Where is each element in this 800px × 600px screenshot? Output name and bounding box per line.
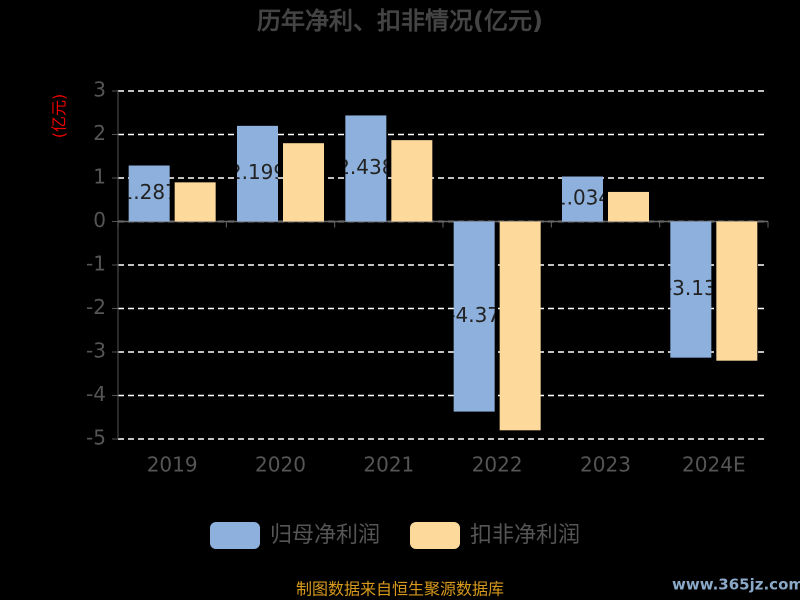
bar xyxy=(562,176,603,222)
data-label: 1.287 xyxy=(121,180,178,204)
bar xyxy=(128,165,170,222)
bar xyxy=(670,221,712,358)
legend-swatch xyxy=(410,522,460,549)
source-note: 制图数据来自恒生聚源数据库 xyxy=(296,580,504,599)
data-label: 1.034 xyxy=(554,186,611,210)
y-tick-label: -2 xyxy=(86,295,106,319)
bar xyxy=(453,221,495,412)
x-tick-label: 2021 xyxy=(363,453,414,477)
y-tick-label: 2 xyxy=(93,121,106,145)
y-tick-label: 3 xyxy=(93,78,106,102)
bar xyxy=(283,143,324,222)
y-axis-label: (亿元) xyxy=(50,94,69,139)
bar xyxy=(345,115,387,222)
data-label: -3.13 xyxy=(665,276,717,300)
y-tick-label: -4 xyxy=(86,382,106,406)
x-tick-label: 2020 xyxy=(255,453,306,477)
bar xyxy=(499,221,541,431)
legend-label: 归母净利润 xyxy=(270,523,380,548)
bar xyxy=(391,140,433,222)
bar xyxy=(237,125,278,222)
y-tick-label: 1 xyxy=(93,165,106,189)
y-tick-label: -1 xyxy=(86,252,106,276)
bar xyxy=(174,182,216,222)
watermark: www.365jz.com xyxy=(672,576,800,594)
data-label: -4.37 xyxy=(448,303,500,327)
legend-swatch xyxy=(210,522,260,549)
x-tick-label: 2019 xyxy=(147,453,198,477)
bar xyxy=(608,191,649,222)
chart-title: 历年净利、扣非情况(亿元) xyxy=(257,7,543,35)
x-tick-label: 2022 xyxy=(472,453,523,477)
data-label: 2.199 xyxy=(229,160,286,184)
x-tick-label: 2024E xyxy=(682,453,746,477)
y-tick-label: 0 xyxy=(93,208,106,232)
bar xyxy=(716,221,758,361)
y-tick-label: -3 xyxy=(86,339,106,363)
legend-label: 扣非净利润 xyxy=(470,523,580,548)
y-tick-label: -5 xyxy=(86,426,106,450)
data-label: 2.438 xyxy=(337,155,394,179)
x-tick-label: 2023 xyxy=(580,453,631,477)
